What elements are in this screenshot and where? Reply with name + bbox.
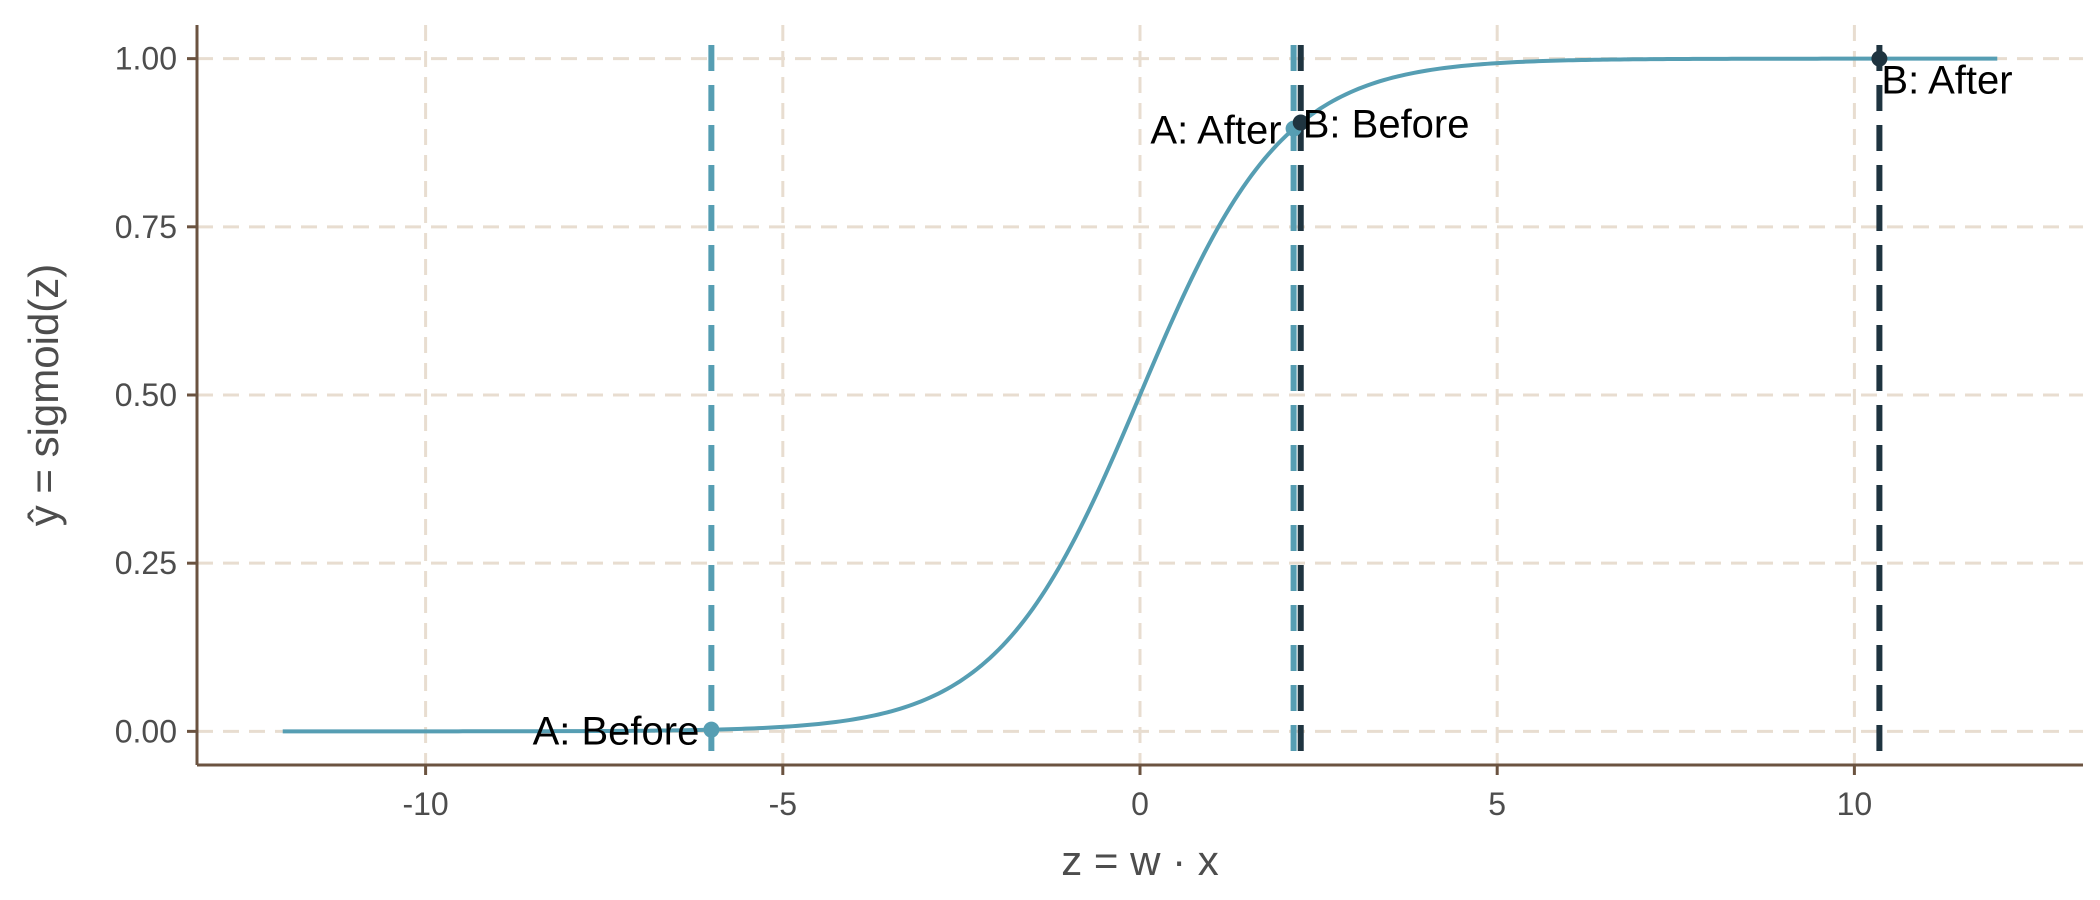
x-tick-label: -10 xyxy=(402,786,448,822)
data-point xyxy=(703,721,720,738)
x-tick-label: 0 xyxy=(1131,786,1149,822)
x-tick-label: -5 xyxy=(769,786,797,822)
y-tick-label: 0.25 xyxy=(115,545,177,581)
y-axis-title: ŷ = sigmoid(z) xyxy=(20,264,67,527)
y-tick-label: 0.75 xyxy=(115,209,177,245)
data-point xyxy=(1292,114,1309,131)
x-axis-title: z = w · x xyxy=(1061,837,1219,884)
point-label: B: After xyxy=(1881,59,2012,103)
x-tick-label: 10 xyxy=(1837,786,1873,822)
sigmoid-curve-line xyxy=(282,56,1998,734)
y-tick-label: 0.00 xyxy=(115,713,177,749)
y-tick-label: 0.50 xyxy=(115,377,177,413)
point-label: A: After xyxy=(1150,109,1281,153)
point-label: A: Before xyxy=(533,710,700,754)
point-label: B: Before xyxy=(1303,103,1470,147)
y-tick-label: 1.00 xyxy=(115,41,177,77)
data-point xyxy=(1871,50,1888,67)
x-tick-label: 5 xyxy=(1488,786,1506,822)
